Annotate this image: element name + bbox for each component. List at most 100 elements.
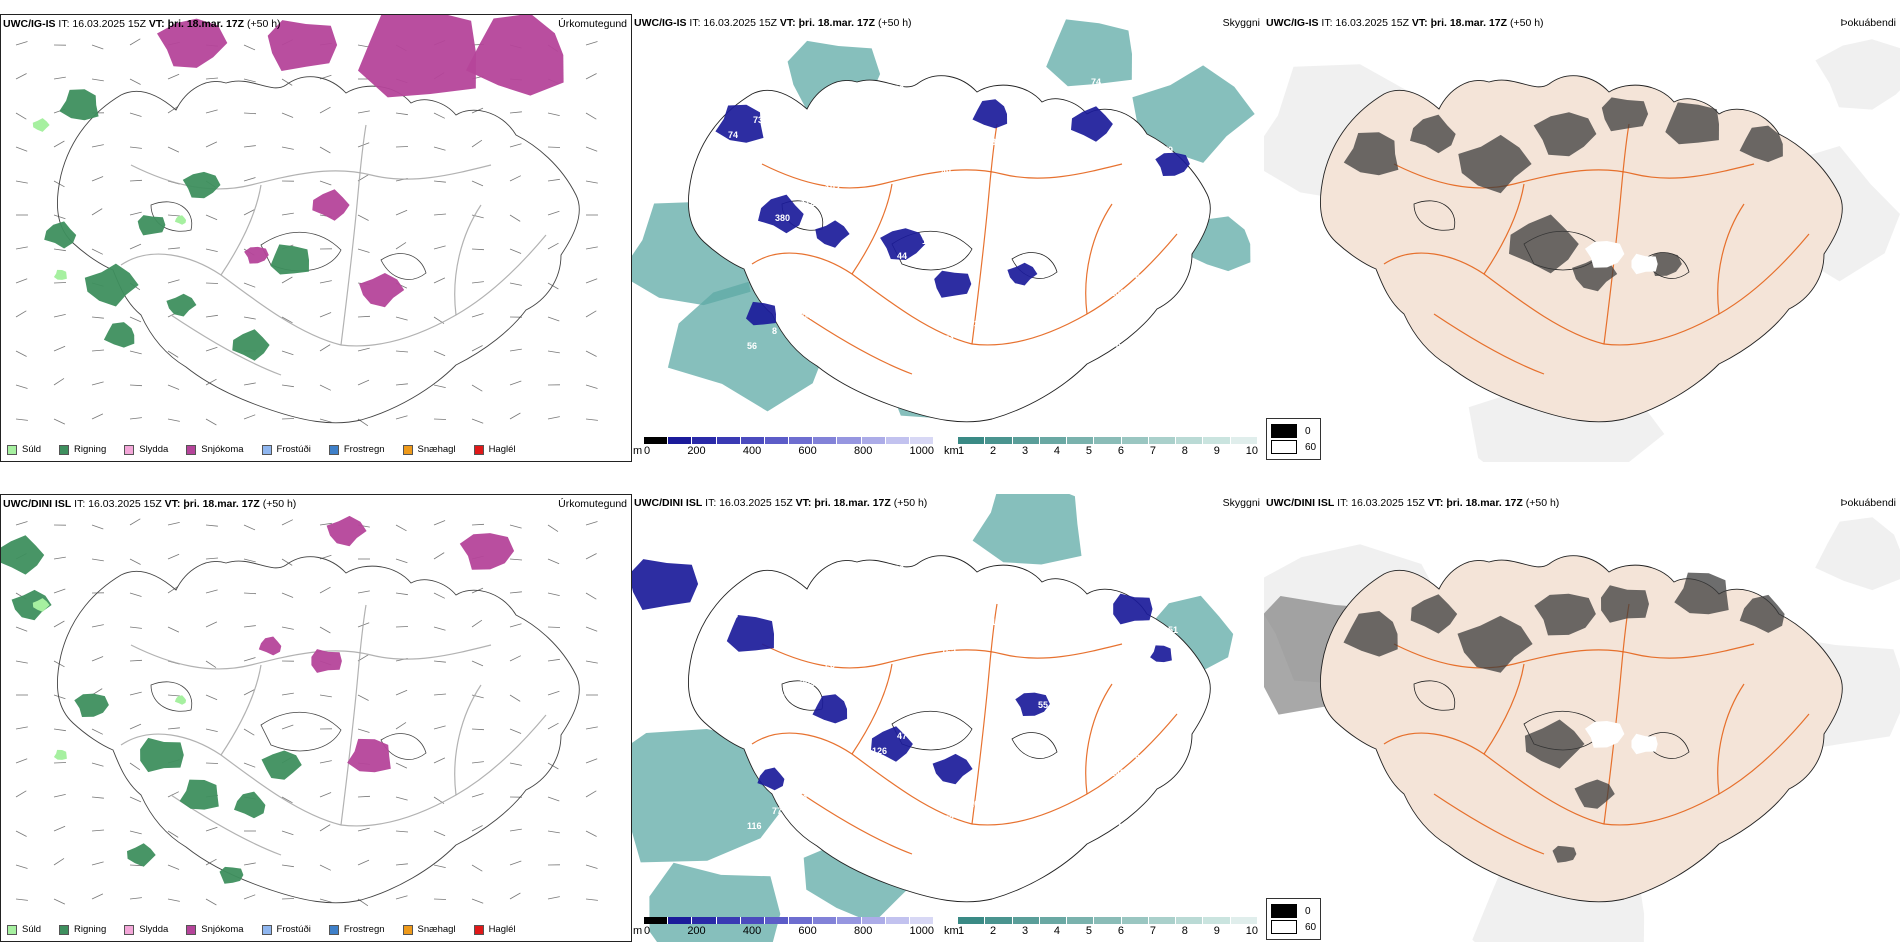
wind-barb — [395, 689, 408, 696]
scale-swatch — [668, 917, 693, 924]
snow-area — [347, 738, 391, 773]
wind-barb — [53, 588, 66, 594]
wind-barb — [433, 757, 446, 764]
snow-area — [326, 515, 367, 547]
scale-swatch — [716, 437, 741, 444]
wind-barb — [129, 316, 142, 323]
wind-barb — [167, 864, 180, 870]
scale-tick: 1000 — [909, 445, 934, 457]
wind-barb — [205, 77, 219, 80]
ceiling-label: 108 — [750, 228, 765, 238]
wind-barb — [15, 660, 28, 664]
scale-swatch — [985, 437, 1013, 444]
wind-barb — [395, 415, 408, 420]
drizzle-area — [174, 215, 187, 225]
wind-barb — [433, 384, 446, 388]
wind-barb — [547, 178, 560, 182]
ceiling-label: 80 — [850, 168, 860, 178]
glacier-outline — [891, 230, 973, 271]
wind-barb — [53, 378, 65, 386]
legend-item: Súld — [7, 924, 41, 935]
wind-barb — [319, 280, 332, 284]
scale-swatch — [668, 437, 693, 444]
ceiling-label: 65 — [1038, 220, 1048, 230]
wind-barb — [433, 213, 447, 216]
rain-area — [232, 329, 270, 361]
wind-barb — [91, 316, 104, 319]
panel-type-label: Þokuábendi — [1840, 497, 1896, 509]
scale-swatch — [1067, 437, 1095, 444]
wind-barb — [91, 349, 105, 352]
scale-swatch — [740, 437, 765, 444]
ceiling-label: 116 — [747, 821, 762, 831]
scale-tick: 8 — [1181, 445, 1188, 457]
wind-barb — [15, 898, 28, 901]
wind-barb — [15, 112, 27, 120]
wind-barb — [205, 660, 217, 668]
wind-barb — [243, 209, 255, 216]
wind-barb — [509, 175, 521, 182]
wind-barb — [471, 825, 483, 832]
wind-barb — [547, 658, 560, 662]
wind-barb — [91, 413, 104, 420]
glacier-outline — [1413, 680, 1456, 711]
wind-barb — [15, 790, 27, 798]
ceiling-label: 78 — [994, 784, 1004, 794]
scale-tick: 400 — [742, 925, 762, 937]
wind-barb — [509, 214, 521, 222]
ceiling-label: 151 — [844, 594, 859, 604]
scale-tick: 1000 — [909, 925, 934, 937]
wind-barb — [547, 722, 559, 730]
wind-barb — [53, 858, 65, 866]
wind-barb — [243, 145, 256, 148]
fog-area — [1343, 132, 1399, 176]
drizzle-area — [53, 269, 67, 280]
fog-panel-1: UWC/IG-IS IT: 16.03.2025 15Z VT: þri. 18… — [1264, 14, 1900, 462]
wind-barb — [129, 518, 141, 526]
legend-label: Snæhagl — [417, 924, 456, 935]
wind-barb — [91, 762, 104, 767]
road — [851, 183, 893, 275]
glacier-outline — [380, 253, 427, 280]
scale-swatch — [1148, 917, 1177, 924]
wind-barb — [15, 758, 28, 764]
coastline — [56, 76, 580, 424]
scale-swatch — [837, 917, 862, 924]
scale-swatch — [813, 437, 838, 444]
scale-tick: 8 — [1181, 925, 1188, 937]
scale-tick: 3 — [1021, 925, 1029, 937]
snow-area — [244, 246, 269, 264]
road — [340, 604, 367, 826]
wind-barb — [243, 78, 256, 83]
ceiling-label: 49 — [941, 167, 951, 177]
fog-area — [1410, 114, 1456, 154]
ceiling-label: 63 — [822, 776, 832, 786]
cloud-ceiling-area — [746, 301, 776, 326]
wind-barb — [167, 898, 180, 902]
visibility-map: 1029511812914311615116355907780906071538… — [632, 494, 1234, 942]
panel-type-label: Úrkomutegund — [558, 498, 627, 510]
legend-swatch — [59, 444, 70, 455]
glacier-outline — [380, 733, 427, 760]
wind-barb — [433, 146, 446, 151]
scale-swatch — [909, 917, 935, 924]
wind-barb — [205, 418, 217, 426]
wind-barb — [129, 38, 141, 46]
wind-barb — [585, 726, 598, 730]
snow-area — [311, 649, 342, 673]
wind-barb — [281, 558, 293, 566]
vis-unit-km: km — [944, 925, 959, 937]
legend-item: Rigning — [59, 444, 106, 455]
wind-barb — [167, 106, 179, 114]
legend-item: Frostúði — [261, 924, 311, 935]
fog-legend-value: 60 — [1305, 921, 1317, 933]
wind-barb — [243, 316, 256, 320]
road — [454, 684, 482, 796]
wind-barb — [547, 626, 561, 628]
ceiling-label: 53 — [944, 814, 954, 824]
wind-barb — [243, 282, 256, 288]
legend-label: Súld — [22, 924, 42, 935]
scale-tick: 6 — [1117, 445, 1124, 457]
scale-tick: 9 — [1213, 445, 1220, 457]
panel-type-label: Skyggni — [1222, 17, 1260, 29]
